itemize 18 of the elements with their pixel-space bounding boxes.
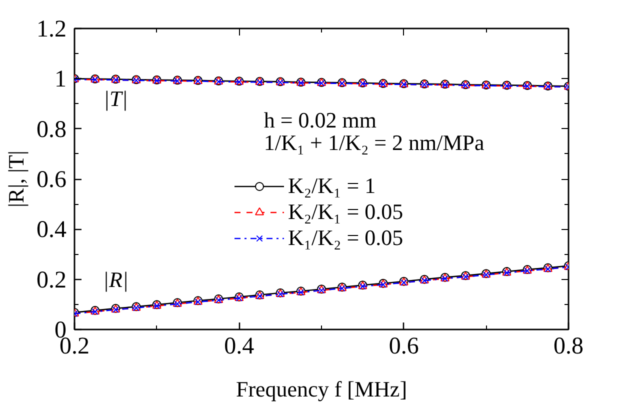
y-tick-label: 0.4 [36,217,66,244]
y-axis-title: |R|, |T| [4,150,28,208]
x-tick-label: 0.8 [554,334,584,360]
x-axis-title: Frequency f [MHz] [236,376,408,402]
y-tick-label: 0.6 [36,167,66,193]
annotation: |R| [102,266,128,292]
y-tick-label: 1 [54,66,66,93]
y-tick-label: 0.8 [36,116,66,143]
legend-label: K₂/K₁ = 0.05 [288,199,404,225]
legend-label: K₂/K₁ = 1 [288,173,376,199]
annotation: h = 0.02 mm [264,108,377,133]
x-tick-label: 0.4 [224,334,254,360]
y-tick-label: 0.2 [36,267,66,294]
legend-label: K₁/K₂ = 0.05 [288,225,404,251]
x-tick-label: 0.6 [388,334,419,360]
y-tick-label: 1.2 [36,16,66,42]
annotation: 1/K₁ + 1/K₂ = 2 nm/MPa [264,130,485,156]
annotation: |T| [104,86,128,112]
